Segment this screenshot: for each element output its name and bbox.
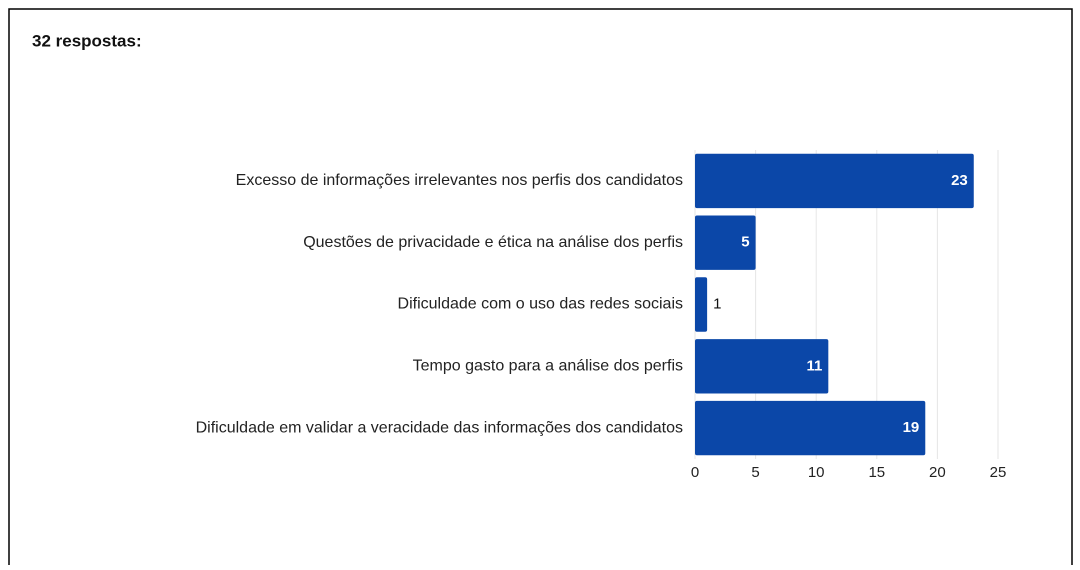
x-tick-label: 20 xyxy=(929,464,946,481)
bar xyxy=(695,400,926,456)
chart-title: 32 respostas: xyxy=(32,31,142,50)
value-label: 19 xyxy=(903,419,920,436)
y-tick-label: Tempo gasto para a análise dos perfis xyxy=(413,358,683,375)
x-tick-label: 25 xyxy=(990,464,1007,481)
frame xyxy=(8,8,1073,565)
bar xyxy=(695,277,708,332)
x-tick-label: 15 xyxy=(868,464,885,481)
y-tick-label: Dificuldade com o uso das redes sociais xyxy=(398,296,683,313)
x-tick-label: 5 xyxy=(751,464,759,481)
value-label: 23 xyxy=(951,172,968,189)
x-tick-label: 0 xyxy=(691,464,699,481)
y-tick-label: Excesso de informações irrelevantes nos … xyxy=(236,172,683,189)
y-tick-label: Dificuldade em validar a veracidade das … xyxy=(196,419,683,436)
value-label: 1 xyxy=(713,295,721,312)
value-label: 5 xyxy=(741,234,749,251)
value-label: 11 xyxy=(806,357,822,374)
bar xyxy=(695,339,829,394)
bar xyxy=(695,153,974,209)
bar xyxy=(695,215,756,270)
x-tick-label: 10 xyxy=(808,464,825,481)
y-tick-label: Questões de privacidade e ética na análi… xyxy=(303,234,683,251)
